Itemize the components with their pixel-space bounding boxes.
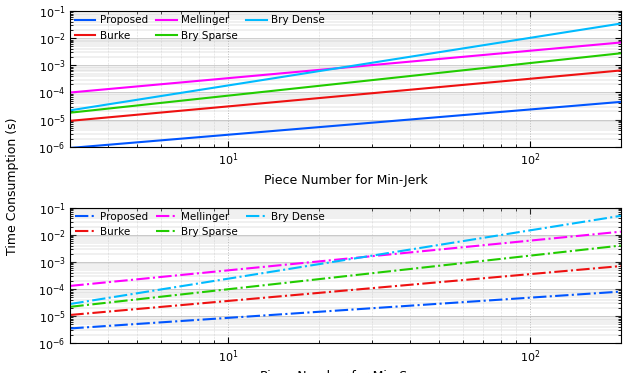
Text: Time Consumption (s): Time Consumption (s) <box>6 118 19 255</box>
X-axis label: Piece Number for Min-Snap: Piece Number for Min-Snap <box>260 370 431 373</box>
Legend: Proposed, Burke, Mellinger, Bry Sparse, Bry Dense: Proposed, Burke, Mellinger, Bry Sparse, … <box>72 210 327 239</box>
Legend: Proposed, Burke, Mellinger, Bry Sparse, Bry Dense: Proposed, Burke, Mellinger, Bry Sparse, … <box>72 13 327 43</box>
X-axis label: Piece Number for Min-Jerk: Piece Number for Min-Jerk <box>264 174 428 187</box>
